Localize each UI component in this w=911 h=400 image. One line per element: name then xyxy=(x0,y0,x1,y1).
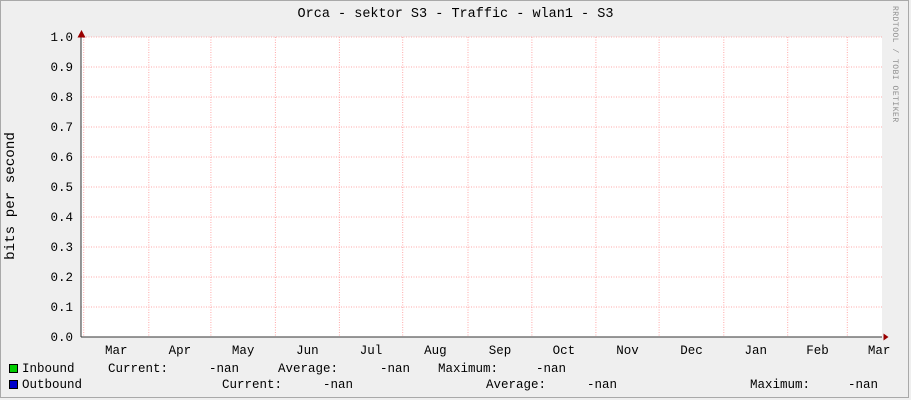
svg-text:May: May xyxy=(232,344,255,358)
svg-text:Aug: Aug xyxy=(424,344,447,358)
svg-text:0.2: 0.2 xyxy=(50,271,73,285)
svg-text:0.5: 0.5 xyxy=(50,181,73,195)
svg-text:0.0: 0.0 xyxy=(50,331,73,345)
svg-text:0.9: 0.9 xyxy=(50,61,73,75)
svg-text:0.4: 0.4 xyxy=(50,211,73,225)
svg-text:Mar: Mar xyxy=(105,344,128,358)
svg-text:Apr: Apr xyxy=(169,344,192,358)
svg-text:Jan: Jan xyxy=(745,344,768,358)
svg-text:Nov: Nov xyxy=(616,344,639,358)
svg-text:0.1: 0.1 xyxy=(50,301,73,315)
svg-text:Dec: Dec xyxy=(680,344,703,358)
svg-text:0.3: 0.3 xyxy=(50,241,73,255)
svg-text:Mar: Mar xyxy=(868,344,891,358)
svg-text:Jun: Jun xyxy=(296,344,319,358)
svg-text:Sep: Sep xyxy=(489,344,512,358)
svg-text:0.7: 0.7 xyxy=(50,121,73,135)
svg-text:0.6: 0.6 xyxy=(50,151,73,165)
svg-text:1.0: 1.0 xyxy=(50,31,73,45)
svg-text:0.8: 0.8 xyxy=(50,91,73,105)
svg-text:Jul: Jul xyxy=(360,344,383,358)
svg-text:Oct: Oct xyxy=(553,344,576,358)
svg-text:Feb: Feb xyxy=(806,344,829,358)
